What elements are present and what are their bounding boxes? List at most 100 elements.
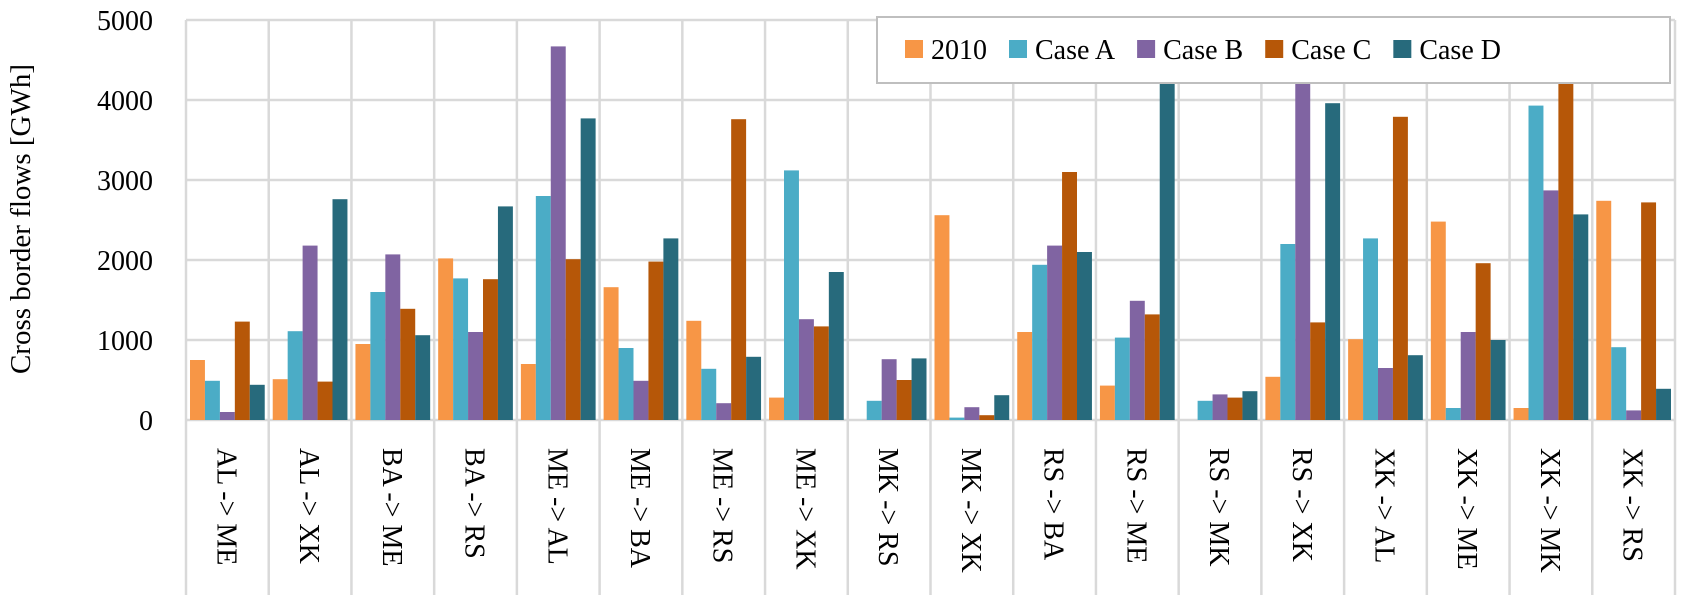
bar [249,384,265,420]
bar [400,308,416,420]
x-tick-label: ME -> RS [707,448,738,563]
bar [1445,408,1461,420]
x-tick-label: BA -> ME [376,448,407,566]
bar [1310,322,1326,420]
bar [302,245,318,420]
bar [979,415,995,420]
x-tick-label: BA -> RS [459,448,490,559]
y-tick-label: 1000 [97,326,153,357]
x-tick-label: RS -> ME [1120,448,1151,563]
bar [866,400,882,420]
legend-label: Case C [1291,35,1371,66]
bar [317,381,333,420]
bar [1656,388,1671,420]
x-tick-label: AL -> ME [210,448,241,565]
bar [1280,244,1296,420]
y-tick-label: 5000 [97,6,153,37]
bar [769,397,784,420]
legend-swatch [1393,40,1412,58]
x-tick-label: XK -> AL [1368,448,1399,563]
bar [385,254,401,420]
bar [1475,263,1491,420]
bar [934,215,950,420]
bar [565,259,581,420]
bar [731,119,747,420]
x-axis-ticks: AL -> ME AL -> XK BA -> ME BA -> RS ME -> AL… [210,448,1647,573]
y-tick-label: 0 [139,406,153,437]
bar [1197,400,1213,420]
bar [1363,238,1378,420]
y-axis-ticks: 0 1000 2000 3000 4000 5000 [97,6,153,437]
bar [204,380,220,420]
bar [580,118,596,421]
bar [1017,332,1033,420]
bar [438,258,454,420]
bar [633,380,649,420]
x-tick-label: RS -> XK [1286,448,1317,562]
bar [1430,221,1446,420]
bar [234,321,250,420]
bar [716,403,732,420]
bar [896,380,912,420]
legend-swatch [1009,40,1027,58]
bar [1528,105,1544,420]
bar [497,206,513,420]
bar [1573,214,1589,420]
bar [949,417,965,420]
bar [701,368,717,420]
legend-label: 2010 [931,35,987,66]
bar [1513,408,1529,420]
bar [219,412,235,420]
bars [190,46,1671,421]
bar [535,196,551,420]
bar [190,360,205,420]
bar [1032,264,1048,420]
bar [415,335,431,420]
bar [1295,82,1311,421]
bar [1212,394,1228,420]
bar [332,199,348,420]
bar [1543,190,1559,420]
bar [453,278,469,420]
y-axis-title: Cross border flows [GWh] [5,64,37,374]
bar [1242,391,1258,420]
x-tick-label: XK -> ME [1451,448,1482,570]
bar [964,407,980,420]
x-tick-label: MK -> RS [872,448,903,566]
bar [663,238,679,420]
bar [1460,332,1476,420]
bar [1129,300,1145,420]
bar [1392,116,1408,421]
bar [828,272,844,420]
legend-swatch [1265,40,1284,58]
bar [1626,410,1642,420]
bar [520,364,536,420]
y-tick-label: 2000 [97,246,153,277]
bar [272,379,288,420]
x-tick-label: RS -> MK [1203,448,1234,566]
bar [1378,368,1393,420]
bar [1611,347,1627,420]
legend-label: Case D [1419,35,1501,66]
bar [1114,337,1130,420]
bar [648,261,664,420]
x-tick-label: ME -> XK [789,448,820,570]
y-tick-label: 4000 [97,86,153,117]
bar [1325,103,1341,420]
x-tick-label: AL -> XK [293,448,324,564]
bar [550,46,566,421]
bar [1144,314,1160,420]
x-tick-label: RS -> BA [1038,448,1069,561]
legend: 2010 Case A Case B Case C Case D [876,16,1671,84]
bar [813,326,829,420]
bar [1348,339,1364,420]
bar [1227,397,1243,420]
bar [618,348,634,420]
legend-swatch [1137,40,1156,58]
x-tick-label: ME -> BA [624,448,655,569]
bar [994,395,1010,420]
bar [881,359,897,420]
bar [1062,172,1077,420]
bar [370,292,386,420]
